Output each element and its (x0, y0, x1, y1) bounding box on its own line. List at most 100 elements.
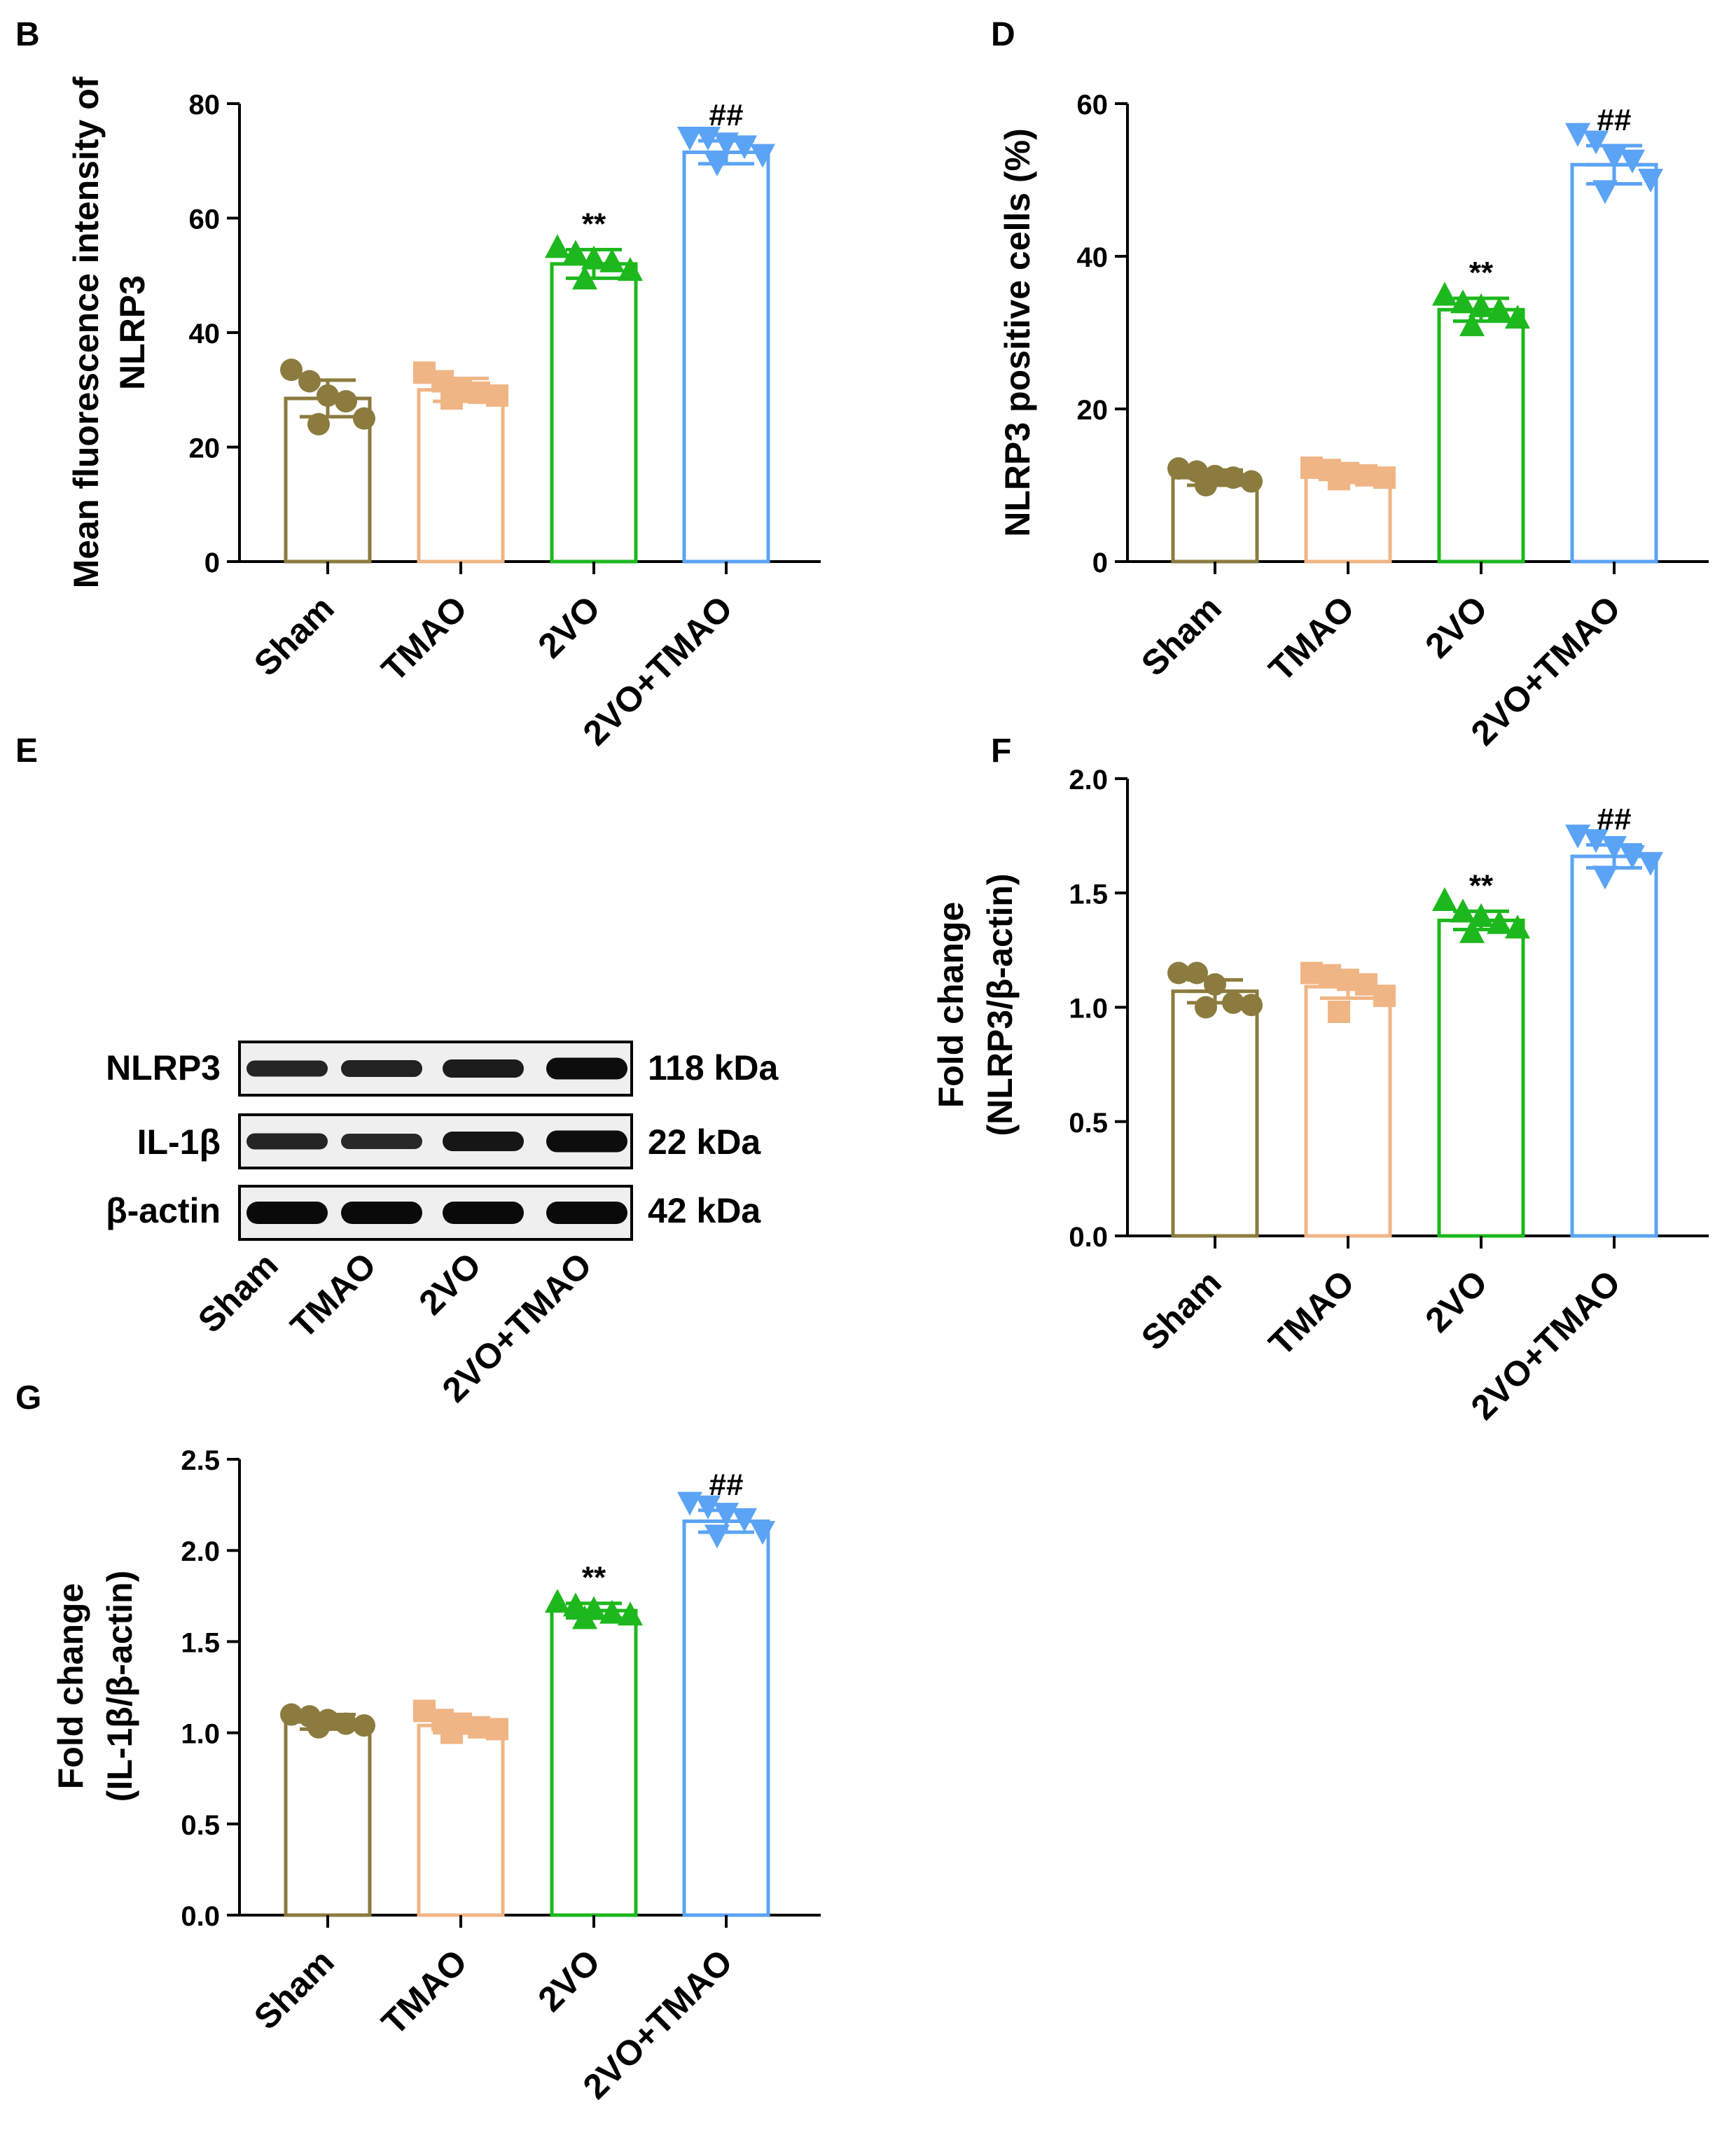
y-tick-label: 0.0 (1069, 1222, 1108, 1253)
data-point (1638, 851, 1663, 876)
chart-panel-d: D 0 20 40 60 NLRP3 positive cells (%) Sham TMAO… (991, 16, 1709, 753)
y-tick-label: 0 (204, 548, 220, 578)
blot-band (546, 1130, 627, 1153)
x-tick-label: TMAO (1261, 1263, 1362, 1363)
data-point (1638, 169, 1663, 193)
blot-lane-label: 2VO (411, 1245, 488, 1322)
data-point (335, 390, 357, 413)
data-point (1373, 985, 1396, 1008)
blot-band (247, 1133, 328, 1150)
data-point (1432, 887, 1457, 912)
data-point (486, 1718, 508, 1741)
data-point (1167, 457, 1190, 480)
significance-annotation: ** (582, 207, 606, 241)
data-point (750, 1521, 775, 1545)
bar (284, 1720, 372, 1917)
bar (1171, 989, 1259, 1238)
y-tick-label: 1.0 (181, 1719, 220, 1750)
bar (1570, 854, 1658, 1238)
bar (1570, 162, 1658, 564)
y-axis-label: NLRP3 positive cells (%) (998, 128, 1037, 537)
x-tick-label: 2VO (530, 1942, 607, 2019)
x-tick-label: Sham (1134, 588, 1229, 683)
y-axis-label: NLRP3 (113, 275, 152, 390)
blot-band (341, 1202, 422, 1224)
y-tick-label: 2.0 (1069, 765, 1108, 795)
y-tick-label: 0.0 (181, 1901, 220, 1932)
data-point (545, 1589, 570, 1613)
blot-band (546, 1202, 627, 1224)
data-point (618, 1601, 643, 1626)
blot-kda-label: 22 kDa (648, 1122, 761, 1162)
data-point (618, 257, 643, 281)
data-point (1450, 289, 1476, 314)
data-point (1565, 824, 1590, 849)
data-point (695, 1495, 721, 1519)
y-tick-label: 1.0 (1069, 994, 1108, 1024)
bar (417, 1723, 505, 1917)
data-point (1592, 180, 1618, 204)
data-point (677, 1491, 702, 1516)
bar (1437, 918, 1525, 1238)
blot-band (341, 1134, 422, 1149)
significance-annotation: ** (1469, 256, 1494, 290)
y-tick-label: 60 (1077, 90, 1109, 120)
significance-annotation: ** (1469, 868, 1494, 903)
panel-label: D (991, 16, 1015, 53)
panel-label: G (15, 1379, 41, 1417)
blot-band (443, 1202, 524, 1224)
significance-annotation: ** (582, 1561, 606, 1595)
data-point (1583, 829, 1609, 854)
data-point (353, 1714, 375, 1737)
data-point (353, 407, 375, 430)
significance-annotation: ## (709, 1468, 744, 1502)
blot-lane-label: TMAO (283, 1245, 384, 1346)
x-tick-label: Sham (1134, 1263, 1229, 1358)
chart-panel-b: B 0 20 40 60 80 Mean fluorescence intensity of… (15, 16, 821, 753)
bar (682, 1519, 770, 1917)
data-point (1328, 1001, 1350, 1024)
y-tick-label: 0.5 (181, 1810, 220, 1841)
bar (1304, 985, 1392, 1238)
data-point (599, 248, 625, 272)
y-axis-label: (NLRP3/β-actin) (980, 874, 1020, 1136)
panel-label-e: E (15, 732, 38, 770)
blot-band (247, 1202, 328, 1224)
data-point (280, 1703, 303, 1726)
x-tick-label: TMAO (374, 1942, 475, 2043)
bar (417, 388, 505, 564)
data-point (1583, 130, 1609, 155)
bar (682, 150, 770, 564)
data-point (1240, 994, 1263, 1017)
data-point (1373, 466, 1396, 489)
data-point (1167, 961, 1190, 985)
bar (550, 262, 638, 564)
y-tick-label: 2.0 (181, 1536, 220, 1567)
blot-band (247, 1060, 328, 1077)
data-point (486, 384, 508, 407)
y-axis-label: (IL-1β/β-actin) (100, 1571, 139, 1802)
panel-label: B (15, 16, 40, 53)
data-point (1432, 281, 1457, 306)
blot-band (443, 1132, 524, 1151)
blot-protein-label: NLRP3 (106, 1048, 221, 1087)
data-point (1592, 865, 1618, 890)
blot-lane-label: Sham (190, 1245, 286, 1340)
y-tick-label: 60 (189, 204, 221, 235)
x-tick-label: 2VO (1417, 588, 1494, 665)
y-tick-label: 2.5 (181, 1445, 220, 1476)
blot-band (443, 1059, 524, 1078)
data-point (307, 412, 330, 436)
significance-annotation: ## (1597, 802, 1632, 837)
x-tick-label: Sham (247, 1942, 342, 2037)
blot-kda-label: 42 kDa (648, 1191, 761, 1230)
significance-annotation: ## (709, 98, 744, 132)
data-point (545, 234, 570, 258)
y-axis-label: Fold change (931, 902, 971, 1108)
blot-protein-label: β-actin (106, 1191, 221, 1230)
x-tick-label: 2VO (1417, 1263, 1494, 1340)
data-point (677, 127, 702, 151)
y-tick-label: 1.5 (181, 1627, 220, 1658)
data-point (1459, 312, 1485, 337)
